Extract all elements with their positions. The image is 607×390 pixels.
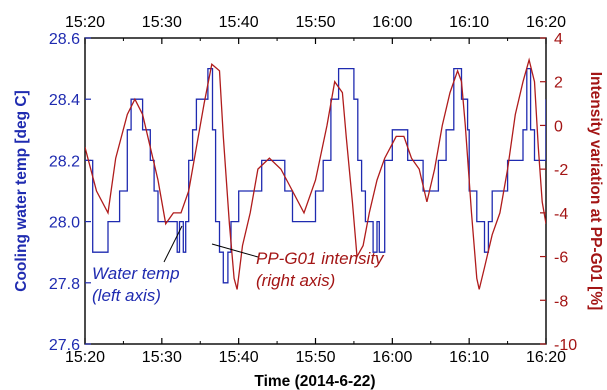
y-right-axis-title: Intensity variation at PP-G01 [%] — [587, 72, 604, 311]
y-right-tick-label: -8 — [554, 293, 568, 310]
x-tick-label-top: 15:20 — [65, 14, 105, 31]
x-tick-label-top: 16:00 — [372, 14, 412, 31]
y-right-tick-label: -2 — [554, 162, 568, 179]
y-right-tick-label: 0 — [554, 118, 563, 135]
axis-ticks — [84, 37, 547, 345]
series-water-temp-line — [85, 67, 546, 284]
y-left-tick-label: 27.6 — [49, 337, 80, 354]
x-tick-label-bottom: 16:20 — [526, 349, 566, 366]
intensity-annotation-line1: PP-G01 intensity — [256, 249, 385, 268]
x-top-tick-labels: 15:20 15:30 15:40 15:50 16:00 16:10 16:20 — [65, 14, 566, 31]
y-right-tick-labels: -10 -8 -6 -4 -2 0 2 4 — [554, 31, 577, 354]
water-annotation-leader — [163, 225, 183, 263]
x-tick-label-bottom: 16:00 — [372, 349, 412, 366]
series-intensity-line — [85, 57, 546, 290]
x-tick-label-top: 15:50 — [295, 14, 335, 31]
y-left-tick-label: 28.0 — [49, 215, 80, 232]
y-left-tick-labels: 27.6 27.8 28.0 28.2 28.4 28.6 — [49, 31, 80, 354]
y-right-tick-label: 2 — [554, 75, 563, 92]
x-tick-label-bottom: 15:50 — [295, 349, 335, 366]
y-right-tick-label: -6 — [554, 250, 568, 267]
x-tick-label-top: 16:10 — [449, 14, 489, 31]
x-tick-label-bottom: 15:20 — [65, 349, 105, 366]
y-right-tick-label: -4 — [554, 206, 568, 223]
intensity-annotation-leader — [211, 243, 259, 258]
y-left-axis-title: Cooling water temp [deg C] — [13, 90, 30, 292]
y-right-tick-label: -10 — [554, 337, 577, 354]
x-tick-label-bottom: 16:10 — [449, 349, 489, 366]
y-left-tick-label: 28.6 — [49, 31, 80, 48]
water-annotation-line1: Water temp — [92, 264, 180, 283]
x-tick-label-top: 16:20 — [526, 14, 566, 31]
x-bottom-tick-labels: 15:20 15:30 15:40 15:50 16:00 16:10 16:20 — [65, 349, 566, 366]
x-tick-label-bottom: 15:30 — [142, 349, 182, 366]
y-left-tick-label: 28.2 — [49, 153, 80, 170]
y-left-tick-label: 27.8 — [49, 276, 80, 293]
water-annotation-line2: (left axis) — [92, 286, 161, 305]
y-right-tick-label: 4 — [554, 31, 563, 48]
x-tick-label-top: 15:30 — [142, 14, 182, 31]
intensity-annotation-line2: (right axis) — [256, 271, 335, 290]
x-tick-label-top: 15:40 — [219, 14, 259, 31]
y-left-tick-label: 28.4 — [49, 92, 80, 109]
x-tick-label-bottom: 15:40 — [219, 349, 259, 366]
x-axis-title: Time (2014-6-22) — [254, 373, 375, 390]
